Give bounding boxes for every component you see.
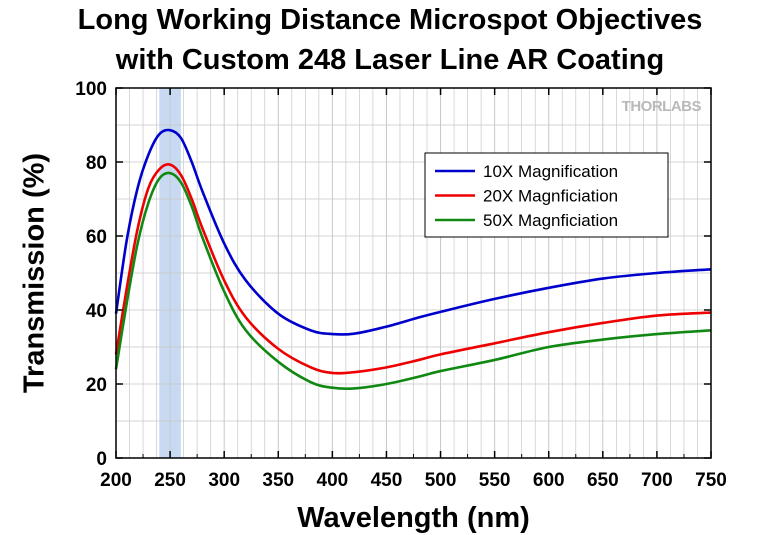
x-tick-label: 400 xyxy=(317,470,349,491)
y-tick-label: 0 xyxy=(96,449,107,470)
x-tick-label: 750 xyxy=(695,470,727,491)
x-tick-label: 200 xyxy=(100,470,132,491)
tick-layer: 200 250 300 350 400 450 500 550 600 650 700 750 0 20 4… xyxy=(75,79,727,491)
y-tick-label: 60 xyxy=(86,227,107,248)
y-tick-label: 40 xyxy=(86,301,107,322)
x-tick-label: 500 xyxy=(425,470,457,491)
x-tick-label: 450 xyxy=(371,470,403,491)
x-tick-label: 350 xyxy=(262,470,294,491)
grid-layer xyxy=(116,88,711,458)
legend-label-1: 10X Magnification xyxy=(483,162,618,181)
x-tick-label: 650 xyxy=(587,470,619,491)
chart-title: Long Working Distance Microspot Objectiv… xyxy=(77,4,703,36)
y-axis-title: Transmission (%) xyxy=(19,153,51,393)
chart-subtitle: with Custom 248 Laser Line AR Coating xyxy=(115,44,665,76)
y-tick-label: 100 xyxy=(75,79,107,100)
series-line-3 xyxy=(114,171,712,391)
series-layer xyxy=(114,128,712,391)
legend-label-2: 20X Magnficiation xyxy=(483,187,618,206)
x-tick-label: 700 xyxy=(641,470,673,491)
x-axis-title: Wavelength (nm) xyxy=(297,502,530,534)
series-line-2 xyxy=(114,163,712,375)
y-tick-label: 20 xyxy=(86,375,107,396)
legend-label-3: 50X Magnficiation xyxy=(483,211,618,230)
series-line-1 xyxy=(114,128,712,336)
thorlabs-logo: THORLABS xyxy=(622,98,702,115)
x-tick-label: 550 xyxy=(479,470,511,491)
y-tick-label: 80 xyxy=(86,153,107,174)
x-tick-label: 250 xyxy=(154,470,186,491)
legend: 10X Magnification 20X Magnficiation 50X Ma… xyxy=(424,152,669,238)
x-tick-label: 300 xyxy=(208,470,240,491)
x-tick-label: 600 xyxy=(533,470,565,491)
